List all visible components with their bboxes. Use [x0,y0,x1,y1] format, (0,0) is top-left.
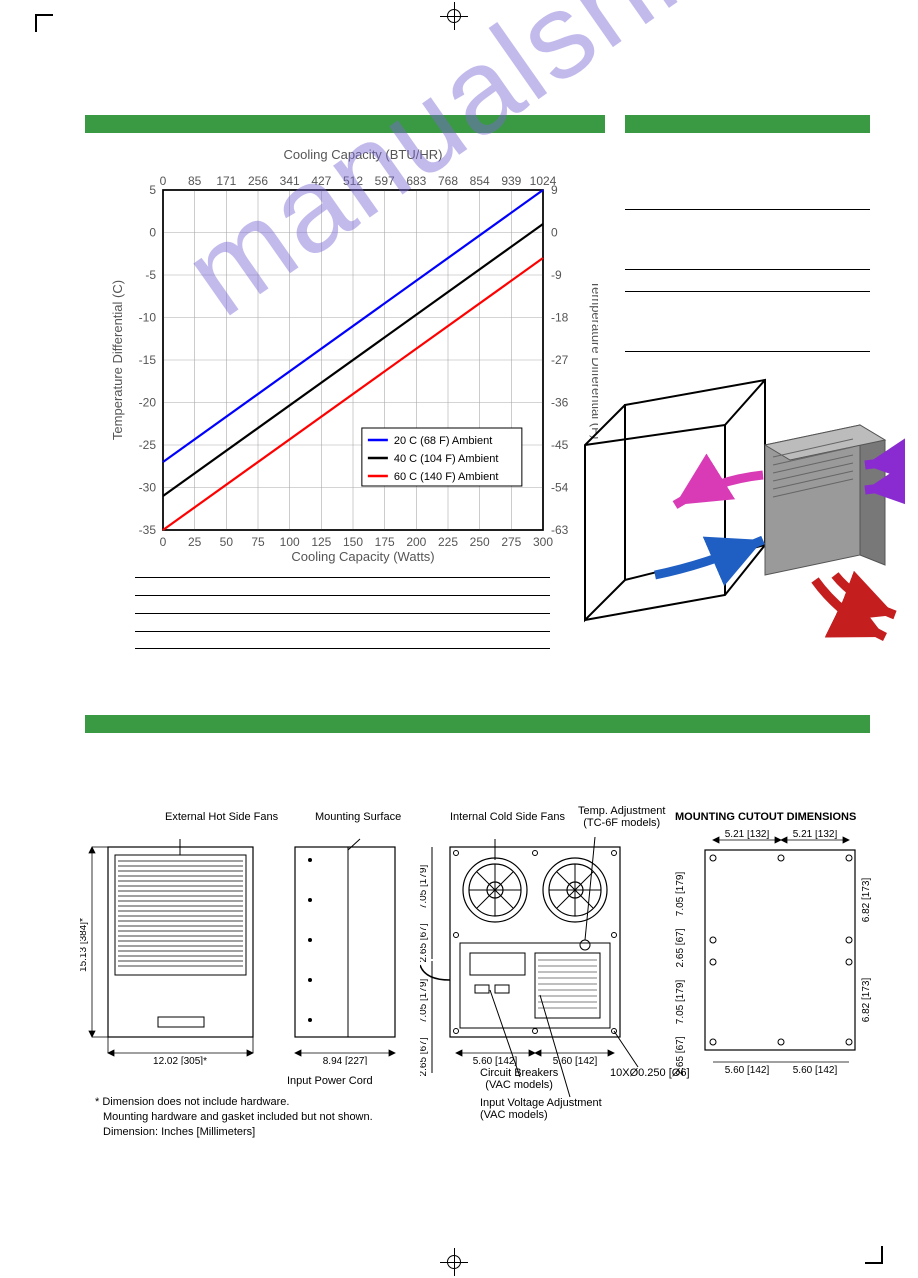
svg-text:5.60 [142]: 5.60 [142] [473,1056,518,1067]
footnote-l2: Mounting hardware and gasket included bu… [95,1110,373,1125]
chart-title-bottom: Cooling Capacity (Watts) [291,549,434,564]
svg-text:-18: -18 [551,311,569,325]
svg-text:341: 341 [280,174,300,188]
enclosure-illustration [565,365,905,665]
svg-text:200: 200 [406,535,426,549]
svg-text:0: 0 [160,535,167,549]
svg-text:171: 171 [216,174,236,188]
label-power-cord: Input Power Cord [287,1075,373,1087]
svg-text:-30: -30 [139,481,157,495]
spec-table [625,175,870,352]
registration-mark-top [440,2,468,30]
crop-mark-bottom-right [865,1246,883,1264]
svg-text:768: 768 [438,174,458,188]
svg-text:225: 225 [438,535,458,549]
svg-text:-20: -20 [139,396,157,410]
svg-text:-9: -9 [551,268,562,282]
svg-text:85: 85 [188,174,202,188]
svg-text:300: 300 [533,535,553,549]
svg-text:75: 75 [251,535,265,549]
svg-text:683: 683 [406,174,426,188]
svg-text:854: 854 [470,174,490,188]
svg-text:25: 25 [188,535,202,549]
chart-ylabel-left: Temperature Differential (C) [110,280,125,440]
svg-text:275: 275 [501,535,521,549]
section-bar-chart [85,115,605,133]
svg-text:7.05 [179]: 7.05 [179] [420,979,429,1024]
svg-text:5.21 [132]: 5.21 [132] [793,830,838,840]
svg-text:50: 50 [220,535,234,549]
svg-text:8.94 [227]: 8.94 [227] [323,1056,368,1065]
svg-text:150: 150 [343,535,363,549]
label-ext-fans: External Hot Side Fans [165,811,278,823]
svg-text:6.82 [173]: 6.82 [173] [861,978,872,1023]
svg-text:-25: -25 [139,438,157,452]
section-bar-drawings [85,715,870,733]
svg-text:512: 512 [343,174,363,188]
svg-text:2.65 [67]: 2.65 [67] [675,1036,686,1075]
svg-text:597: 597 [375,174,395,188]
drawing-cutout: 5.21 [132] 5.21 [132] 7.05 [179] 2.65 [6… [675,830,875,1080]
svg-text:60 C (140 F) Ambient: 60 C (140 F) Ambient [394,471,499,483]
svg-text:0: 0 [160,174,167,188]
svg-text:175: 175 [375,535,395,549]
label-mount-surface: Mounting Surface [315,811,401,823]
svg-text:100: 100 [280,535,300,549]
crop-mark-top-left [35,14,53,32]
footnote: * Dimension does not include hardware. M… [95,1095,373,1140]
svg-text:2.65 [67]: 2.65 [67] [420,1037,429,1076]
chart-caption-lines [135,577,550,649]
label-cutout-title: MOUNTING CUTOUT DIMENSIONS [675,811,856,823]
registration-mark-bottom [440,1248,468,1276]
svg-text:939: 939 [501,174,521,188]
drawing-cold-side-view: 7.05 [179] 2.65 [67] 7.05 [179] 2.65 [67… [420,835,670,1115]
svg-text:40 C (104 F) Ambient: 40 C (104 F) Ambient [394,453,499,465]
section-bar-specs [625,115,870,133]
svg-text:7.05 [179]: 7.05 [179] [675,872,686,917]
label-cold-fans: Internal Cold Side Fans [450,811,565,823]
svg-text:20 C (68 F) Ambient: 20 C (68 F) Ambient [394,435,492,447]
svg-text:5.60 [142]: 5.60 [142] [725,1065,770,1076]
svg-text:15.13 [384]*: 15.13 [384]* [80,918,89,972]
svg-text:-5: -5 [145,268,156,282]
svg-text:2.65 [67]: 2.65 [67] [675,928,686,967]
svg-text:-35: -35 [139,523,157,537]
drawing-side-view: 8.94 [227] [280,835,420,1065]
svg-text:125: 125 [311,535,331,549]
svg-text:5.21 [132]: 5.21 [132] [725,830,770,840]
svg-text:2.65 [67]: 2.65 [67] [420,923,429,962]
svg-text:250: 250 [470,535,490,549]
svg-text:12.02 [305]*: 12.02 [305]* [153,1056,207,1065]
label-temp-adj: Temp. Adjustment (TC-6F models) [578,805,665,829]
svg-text:9: 9 [551,183,558,197]
svg-text:7.05 [179]: 7.05 [179] [675,980,686,1025]
drawing-external-view: 15.13 [384]* 12.02 [305]* [80,835,280,1065]
svg-text:0: 0 [551,226,558,240]
svg-text:5: 5 [149,183,156,197]
footnote-l3: Dimension: Inches [Millimeters] [95,1125,373,1140]
svg-text:427: 427 [311,174,331,188]
svg-text:5.60 [142]: 5.60 [142] [793,1065,838,1076]
svg-text:-15: -15 [139,353,157,367]
footnote-l1: * Dimension does not include hardware. [95,1095,373,1110]
chart-title-top: Cooling Capacity (BTU/HR) [284,147,443,162]
svg-text:-10: -10 [139,311,157,325]
cooling-capacity-chart: Cooling Capacity (BTU/HR) Cooling Capaci… [108,145,598,565]
svg-text:0: 0 [149,226,156,240]
svg-text:256: 256 [248,174,268,188]
svg-text:7.05 [179]: 7.05 [179] [420,865,429,910]
svg-text:6.82 [173]: 6.82 [173] [861,878,872,923]
